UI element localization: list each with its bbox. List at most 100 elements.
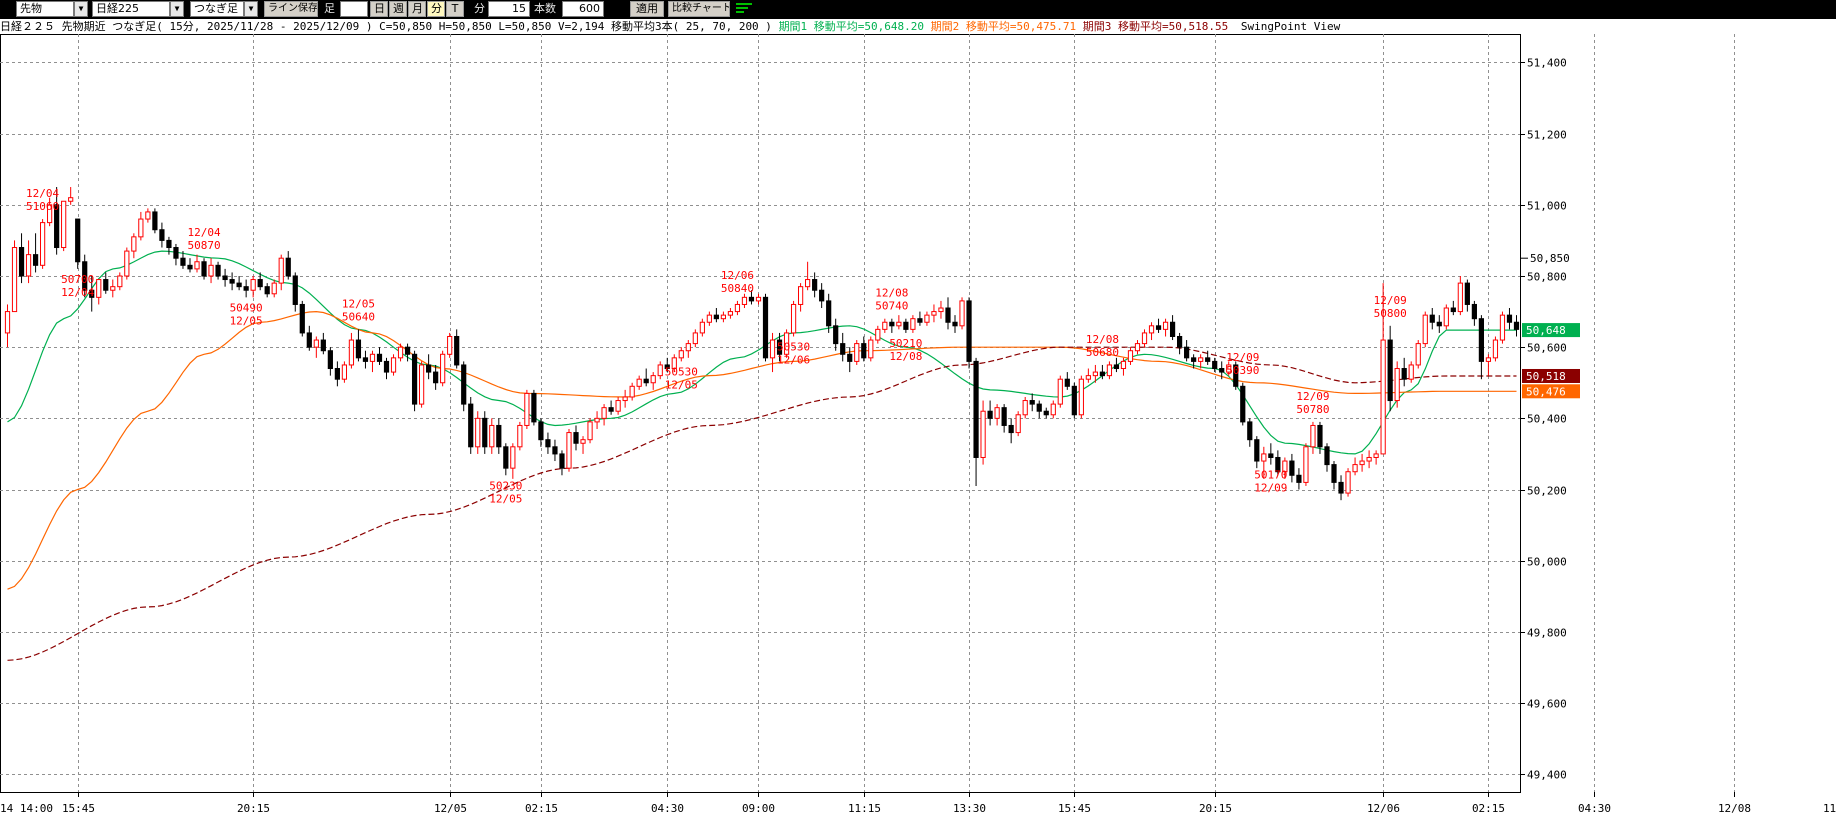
candle-body (861, 343, 867, 359)
swing-value: 50390 (1226, 364, 1259, 377)
candle (1057, 375, 1063, 408)
candle-body (573, 432, 579, 444)
swing-date: 12/09 (1296, 390, 1329, 403)
candle-body (1513, 321, 1520, 330)
candle (1233, 361, 1239, 390)
candle (552, 439, 558, 462)
swing-points: 12/04510605070012/0412/04508705049012/05… (26, 187, 1407, 505)
y-tick-label: 49,600 (1527, 698, 1567, 711)
candle-body (68, 197, 74, 202)
candle-body (440, 353, 446, 384)
candle-body (11, 247, 18, 313)
candle (75, 218, 81, 269)
candle (426, 354, 432, 380)
candle-body (1162, 321, 1169, 330)
candle-body (1366, 456, 1372, 462)
x-tick-label: 12/08 (1718, 802, 1751, 815)
candle-body (650, 375, 656, 384)
swing-date: 12/05 (665, 378, 698, 391)
indicator-icon[interactable] (736, 3, 752, 15)
minute-button[interactable]: 分 (427, 1, 445, 17)
toolbar: 先物 ▼ 日経225 ▼ つなぎ足 ▼ ライン保存 足 日 週 月 分 T 分 … (0, 0, 1836, 19)
foot-input[interactable] (340, 1, 368, 17)
y-tick-label: 49,400 (1527, 769, 1567, 782)
compare-chart-button[interactable]: 比較チャート (668, 1, 730, 17)
candle (1134, 340, 1141, 355)
candle (538, 418, 544, 447)
candle-body (82, 261, 88, 291)
candle (390, 354, 397, 376)
chart-kind-dropdown-icon[interactable]: ▼ (244, 1, 258, 17)
candle-body (896, 321, 902, 327)
ma200-tag-bg (1522, 368, 1580, 383)
tick-button[interactable]: T (446, 1, 464, 17)
candle (1422, 311, 1428, 348)
candle (454, 329, 460, 369)
candle (1359, 453, 1365, 472)
candle-body (355, 339, 362, 359)
month-button[interactable]: 月 (408, 1, 426, 17)
minute-input[interactable]: 15 (488, 1, 530, 17)
chart-kind-select[interactable]: つなぎ足 (190, 1, 244, 17)
candle (812, 272, 818, 298)
candle-body (966, 300, 972, 362)
candle (573, 425, 579, 451)
day-button[interactable]: 日 (370, 1, 388, 17)
candle (559, 450, 565, 476)
candle (1303, 443, 1309, 486)
candle (285, 251, 291, 280)
symbol-dropdown-icon[interactable]: ▼ (170, 1, 184, 17)
candle (278, 254, 284, 291)
candle-body (1106, 364, 1113, 377)
candle-body (1001, 407, 1007, 426)
y-tick-label: 51,200 (1527, 129, 1567, 142)
candle (320, 332, 326, 355)
candle-body (215, 264, 221, 277)
candle (1099, 364, 1106, 380)
apply-button[interactable]: 適用 (630, 1, 664, 17)
candle-body (1240, 385, 1246, 423)
save-line-button[interactable]: ライン保存 (264, 1, 318, 17)
candle-body (622, 396, 628, 402)
candle-body (1205, 357, 1211, 362)
candle-body (138, 218, 144, 238)
candle (1443, 304, 1449, 330)
candle (1240, 382, 1246, 426)
candle (482, 411, 488, 454)
symbol-select[interactable]: 日経225 (92, 1, 170, 17)
candle-body (945, 307, 951, 323)
candle-body (692, 332, 698, 345)
candle (257, 272, 263, 291)
candle-body (397, 346, 404, 359)
candle (1513, 315, 1520, 337)
swing-value: 50870 (187, 239, 220, 252)
candle (461, 361, 467, 412)
candle (748, 290, 755, 305)
candle (629, 382, 635, 401)
candle (1085, 368, 1091, 383)
market-dropdown-icon[interactable]: ▼ (74, 1, 88, 17)
candle (489, 418, 495, 454)
candle-body (390, 357, 397, 373)
candle (173, 243, 179, 266)
y-tick-label: 50,000 (1527, 556, 1567, 569)
candle-body (348, 339, 355, 366)
candle (650, 372, 656, 390)
market-select[interactable]: 先物 (16, 1, 74, 17)
candle (952, 315, 958, 333)
candle-body (369, 353, 376, 362)
week-button[interactable]: 週 (389, 1, 407, 17)
candle (517, 421, 523, 451)
candle (1022, 396, 1028, 419)
candle-body (552, 446, 558, 455)
ma3-label: 期間3 (1082, 20, 1112, 33)
candle-body (320, 339, 326, 352)
candle-body (341, 364, 348, 380)
candle-body (426, 364, 432, 373)
swing-value: 50780 (1296, 403, 1329, 416)
candle (1155, 318, 1162, 333)
x-tick-label: 11:15 (1823, 802, 1836, 815)
swing-value: 50800 (1374, 307, 1407, 320)
ma70-line (7, 310, 1517, 590)
count-input[interactable]: 600 (562, 1, 604, 17)
